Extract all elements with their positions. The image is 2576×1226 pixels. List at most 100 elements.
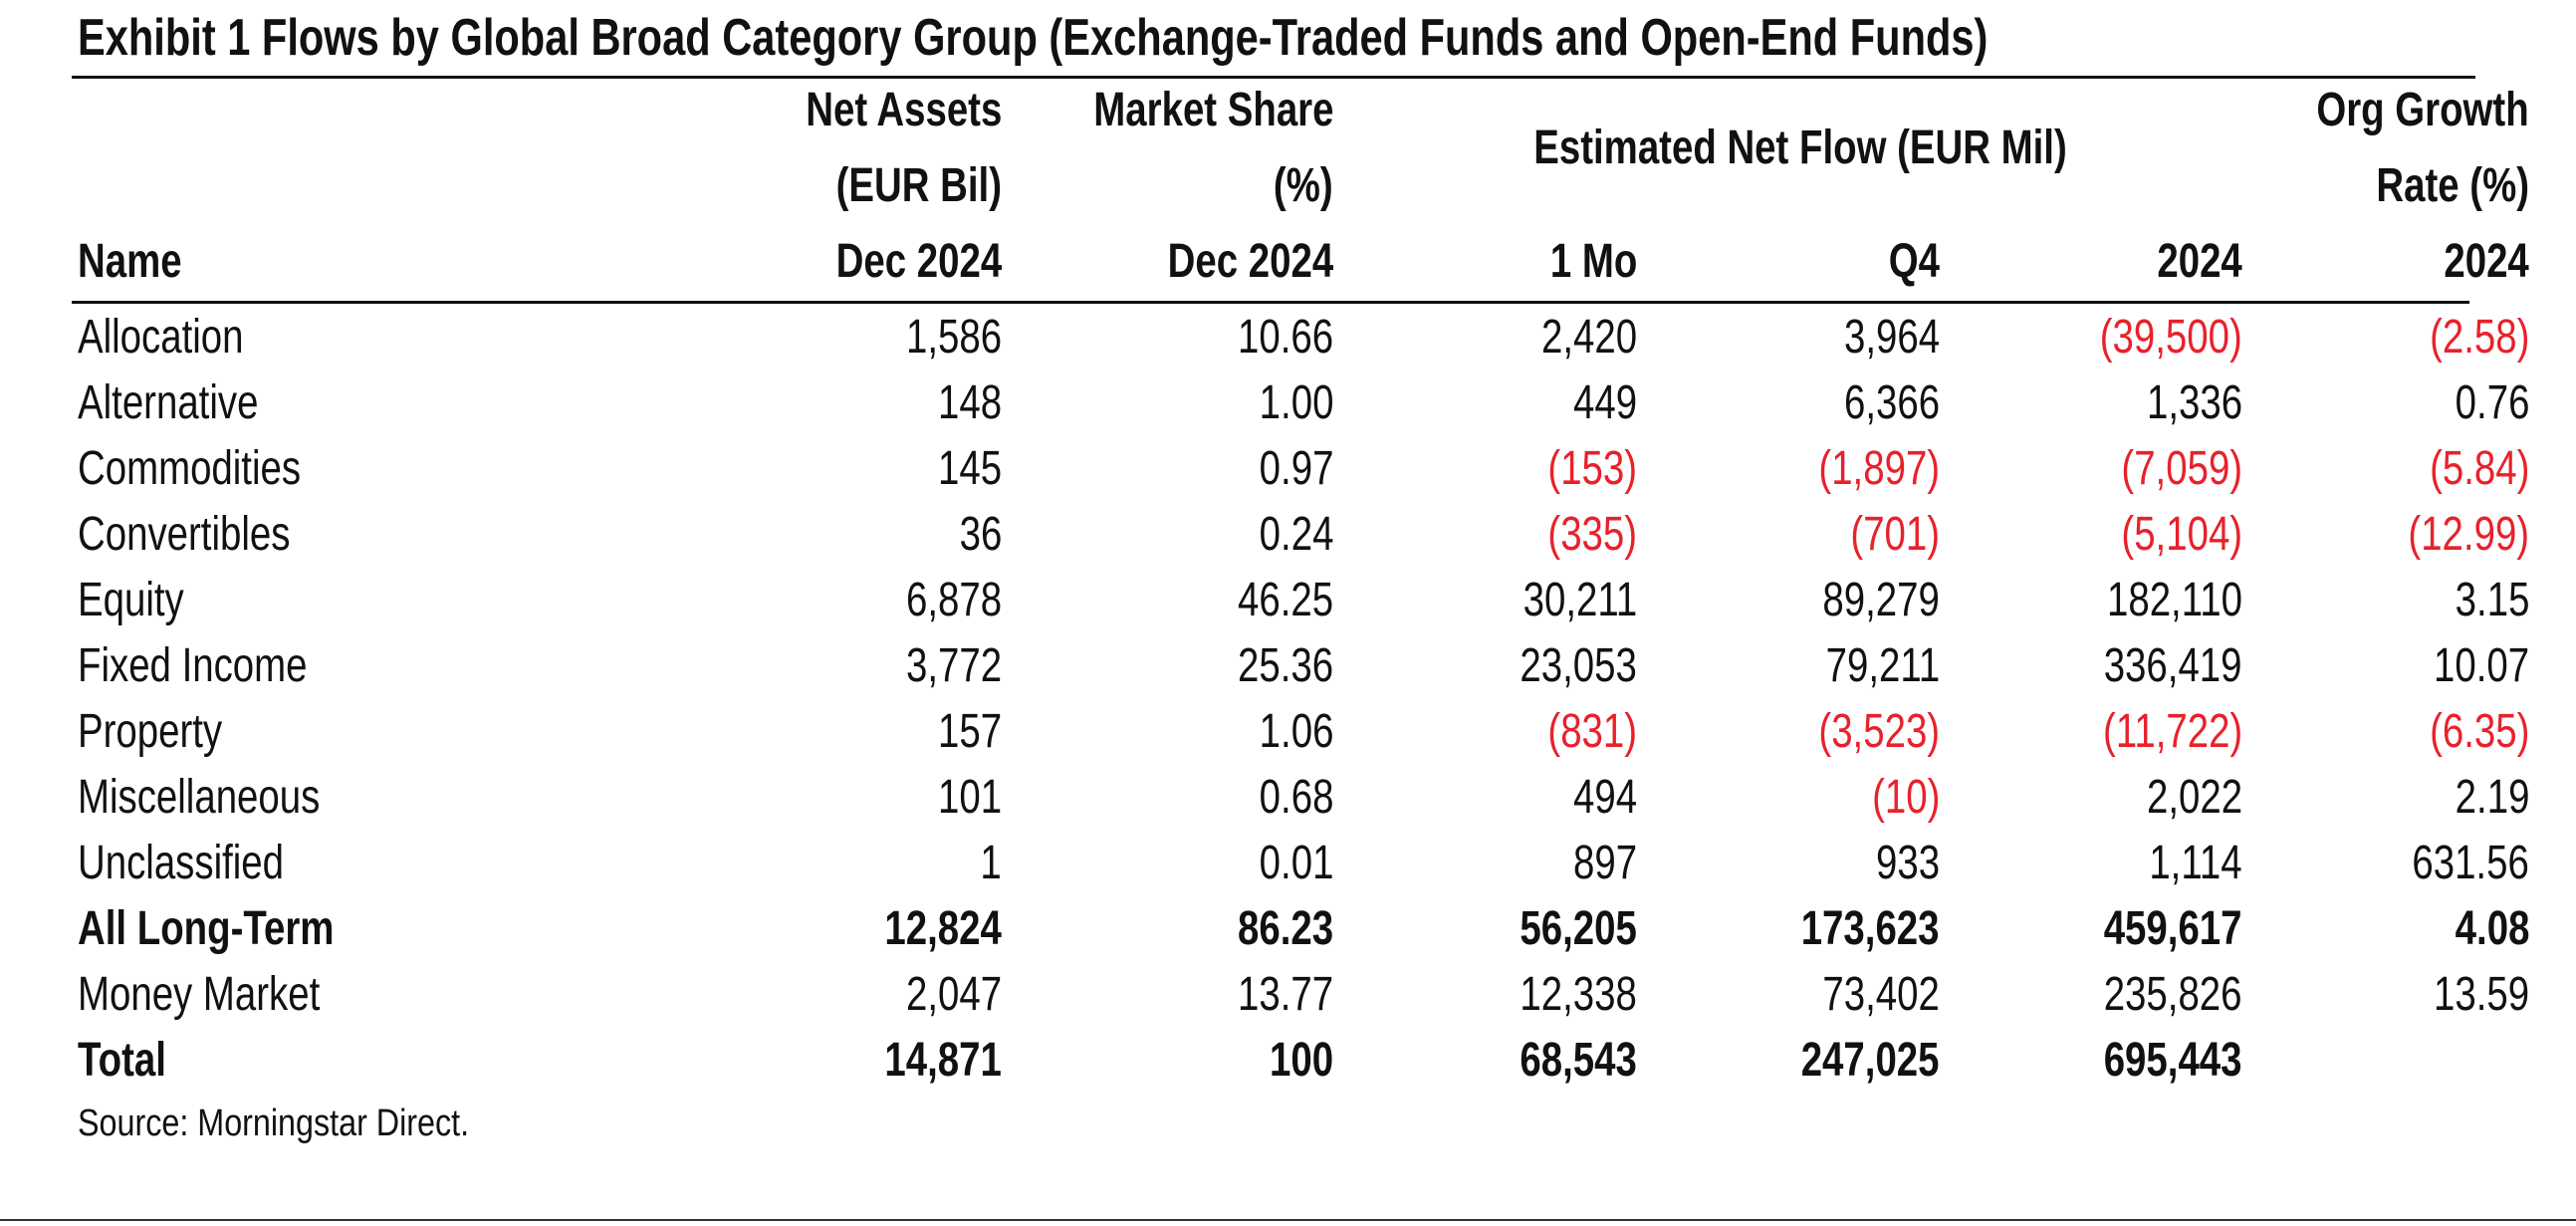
row-name: Fixed Income	[78, 639, 308, 692]
cell-market-share: 1.06	[1259, 705, 1333, 758]
cell-net-assets: 6,878	[905, 574, 1002, 626]
cell-flow-1mo: 2,420	[1540, 311, 1637, 364]
table-row: Property 157 1.06 (831) (3,523) (11,722) (6.35…	[78, 699, 2529, 765]
header-net-assets-2: (EUR Bil)	[835, 159, 1002, 212]
table-row: Money Market 2,047 13.77 12,338 73,402 235,82…	[78, 962, 2529, 1028]
cell-flow-q4: 73,402	[1822, 968, 1940, 1021]
header-flow-q4: Q4	[1888, 235, 1940, 288]
cell-market-share: 25.36	[1237, 639, 1333, 692]
cell-flow-2024: 182,110	[2107, 574, 2242, 626]
cell-org-growth: 4.08	[2455, 902, 2529, 955]
table-row: Equity 6,878 46.25 30,211 89,279 182,110 3.15	[78, 568, 2529, 633]
cell-flow-2024: 1,114	[2149, 837, 2242, 889]
cell-flow-2024: 695,443	[2104, 1034, 2242, 1087]
header-net-flow-group: Estimated Net Flow (EUR Mil)	[1533, 122, 2067, 174]
header-rule	[72, 301, 2469, 304]
cell-flow-q4: 79,211	[1825, 639, 1940, 692]
cell-org-growth: 3.15	[2455, 574, 2529, 626]
cell-net-assets: 157	[937, 705, 1002, 758]
header-market-share-2: (%)	[1274, 159, 1333, 212]
bottom-rule	[0, 1219, 2576, 1221]
header-flow-2024: 2024	[2157, 235, 2242, 288]
cell-market-share: 100	[1269, 1034, 1333, 1087]
cell-net-assets: 14,871	[884, 1034, 1002, 1087]
header-market-share-1: Market Share	[1092, 84, 1333, 136]
row-name: Miscellaneous	[78, 771, 321, 824]
cell-org-growth: (6.35)	[2429, 705, 2529, 758]
cell-flow-2024: 2,022	[2146, 771, 2242, 824]
cell-org-growth: 0.76	[2455, 376, 2529, 429]
row-name: Commodities	[78, 442, 302, 495]
table-row: Unclassified 1 0.01 897 933 1,114 631.56	[78, 831, 2529, 896]
cell-market-share: 0.97	[1259, 442, 1333, 495]
row-name: All Long-Term	[78, 902, 335, 955]
row-name: Convertibles	[78, 508, 291, 561]
cell-flow-1mo: 494	[1572, 771, 1637, 824]
row-name: Allocation	[78, 311, 244, 364]
table-row: Total 14,871 100 68,543 247,025 695,443	[78, 1028, 2467, 1094]
table-row: Commodities 145 0.97 (153) (1,897) (7,059) (5.…	[78, 436, 2529, 502]
table-body: Allocation 1,586 10.66 2,420 3,964 (39,500) (2…	[78, 305, 2529, 1094]
cell-flow-1mo: 897	[1572, 837, 1637, 889]
cell-flow-2024: 459,617	[2104, 902, 2242, 955]
table-header: Name Net Assets (EUR Bil) Dec 2024 Marke…	[78, 84, 2529, 299]
table-row: Fixed Income 3,772 25.36 23,053 79,211 336,41…	[78, 633, 2529, 699]
cell-flow-q4: 3,964	[1843, 311, 1940, 364]
cell-net-assets: 2,047	[905, 968, 1002, 1021]
header-name: Name	[78, 235, 182, 288]
header-org-growth-3: 2024	[2444, 235, 2529, 288]
cell-flow-2024: (7,059)	[2121, 442, 2242, 495]
cell-net-assets: 145	[937, 442, 1002, 495]
cell-flow-1mo: 23,053	[1520, 639, 1637, 692]
header-net-assets-1: Net Assets	[805, 84, 1002, 136]
header-flow-1mo: 1 Mo	[1549, 235, 1637, 288]
cell-flow-2024: 336,419	[2104, 639, 2242, 692]
row-name: Money Market	[78, 968, 321, 1021]
header-net-assets-3: Dec 2024	[835, 235, 1002, 288]
cell-flow-q4: (701)	[1850, 508, 1940, 561]
cell-flow-q4: 89,279	[1822, 574, 1940, 626]
table-row: Convertibles 36 0.24 (335) (701) (5,104) (12.9…	[78, 502, 2529, 568]
cell-net-assets: 101	[937, 771, 1002, 824]
header-org-growth-2: Rate (%)	[2376, 159, 2529, 212]
cell-flow-q4: 933	[1875, 837, 1940, 889]
cell-flow-1mo: 68,543	[1520, 1034, 1637, 1087]
cell-market-share: 0.68	[1259, 771, 1333, 824]
cell-flow-1mo: (335)	[1547, 508, 1637, 561]
header-market-share-3: Dec 2024	[1167, 235, 1333, 288]
row-name: Total	[78, 1034, 166, 1087]
table-row: Alternative 148 1.00 449 6,366 1,336 0.76	[78, 370, 2529, 436]
cell-org-growth: 10.07	[2433, 639, 2529, 692]
cell-org-growth: 13.59	[2433, 968, 2529, 1021]
cell-net-assets: 1	[980, 837, 1002, 889]
cell-flow-2024: (11,722)	[2102, 705, 2242, 758]
cell-flow-q4: 6,366	[1843, 376, 1940, 429]
cell-flow-q4: (3,523)	[1818, 705, 1940, 758]
cell-market-share: 0.01	[1259, 837, 1333, 889]
cell-flow-1mo: 56,205	[1520, 902, 1637, 955]
cell-flow-1mo: 12,338	[1520, 968, 1637, 1021]
cell-flow-q4: (10)	[1871, 771, 1940, 824]
source-note: Source: Morningstar Direct.	[78, 1103, 470, 1144]
cell-net-assets: 12,824	[884, 902, 1002, 955]
cell-flow-q4: 247,025	[1801, 1034, 1940, 1087]
cell-net-assets: 36	[959, 508, 1002, 561]
cell-org-growth: 631.56	[2412, 837, 2529, 889]
row-name: Property	[78, 705, 223, 758]
header-org-growth-1: Org Growth	[2316, 84, 2529, 136]
title-rule	[72, 76, 2475, 79]
cell-market-share: 10.66	[1237, 311, 1333, 364]
cell-flow-1mo: 449	[1572, 376, 1637, 429]
cell-market-share: 0.24	[1259, 508, 1333, 561]
cell-market-share: 13.77	[1237, 968, 1333, 1021]
cell-org-growth: (12.99)	[2408, 508, 2529, 561]
cell-net-assets: 148	[937, 376, 1002, 429]
cell-org-growth: (5.84)	[2429, 442, 2529, 495]
cell-flow-q4: (1,897)	[1818, 442, 1940, 495]
cell-net-assets: 1,586	[905, 311, 1002, 364]
row-name: Alternative	[78, 376, 259, 429]
cell-flow-2024: 235,826	[2104, 968, 2242, 1021]
cell-market-share: 1.00	[1259, 376, 1333, 429]
table-row: Miscellaneous 101 0.68 494 (10) 2,022 2.19	[78, 765, 2529, 831]
cell-org-growth: (2.58)	[2429, 311, 2529, 364]
